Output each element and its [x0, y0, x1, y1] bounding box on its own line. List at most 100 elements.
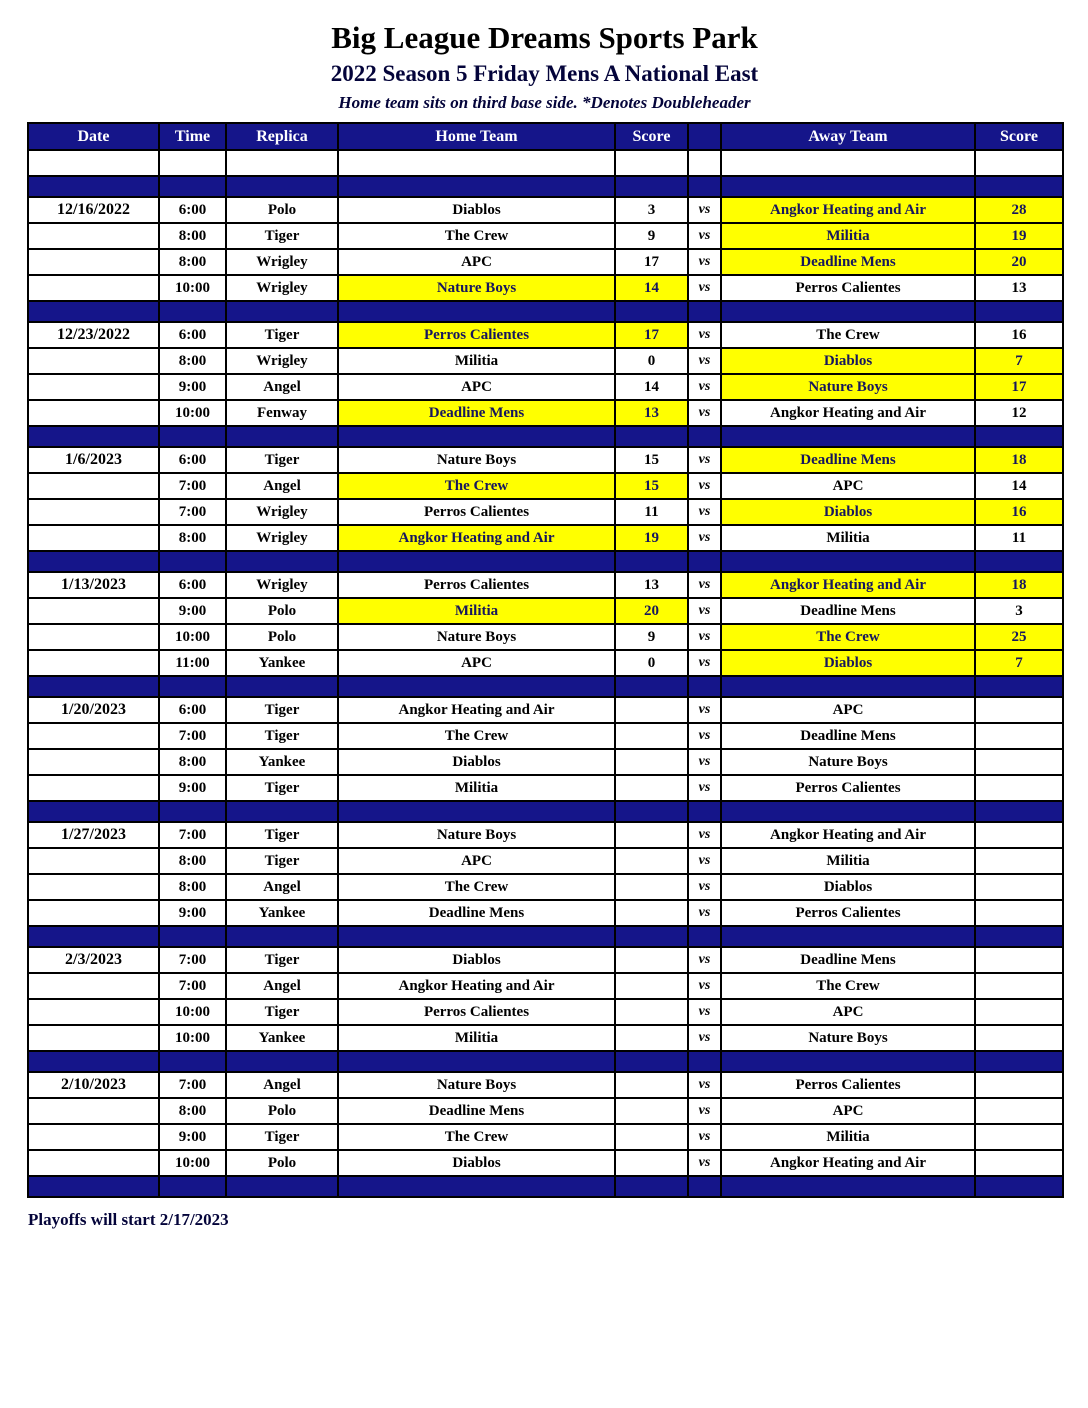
away-team-cell: Angkor Heating and Air	[720, 399, 976, 428]
home-team-cell: Deadline Mens	[337, 899, 616, 928]
separator-cell	[687, 1050, 722, 1074]
home-team-cell: Perros Calientes	[337, 998, 616, 1027]
replica-cell: Angel	[225, 373, 339, 402]
away-team-cell: Deadline Mens	[720, 722, 976, 751]
date-cell	[27, 847, 160, 876]
separator-cell	[27, 800, 160, 824]
separator-cell	[27, 675, 160, 699]
away-team-cell: Diablos	[720, 347, 976, 376]
separator-cell	[687, 800, 722, 824]
vs-cell: vs	[687, 446, 722, 475]
replica-cell: Tiger	[225, 774, 339, 803]
separator-row	[27, 175, 1064, 199]
away-score-cell	[974, 1149, 1064, 1178]
away-team-cell: Nature Boys	[720, 1024, 976, 1053]
game-row: 12/23/2022 6:00 Tiger Perros Calientes 17 vs T…	[27, 321, 1064, 350]
separator-cell	[27, 1050, 160, 1074]
vs-cell: vs	[687, 248, 722, 277]
separator-cell	[337, 550, 616, 574]
separator-row	[27, 925, 1064, 949]
replica-cell: Tiger	[225, 821, 339, 850]
away-score-cell: 18	[974, 446, 1064, 475]
replica-cell: Tiger	[225, 722, 339, 751]
game-row: 9:00 Tiger Militia vs Perros Calientes	[27, 774, 1064, 803]
away-team-cell: Nature Boys	[720, 373, 976, 402]
away-team-cell: Angkor Heating and Air	[720, 1149, 976, 1178]
separator-cell	[720, 300, 976, 324]
time-cell: 10:00	[158, 399, 227, 428]
replica-cell: Yankee	[225, 899, 339, 928]
playoffs-note: Playoffs will start 2/17/2023	[28, 1210, 229, 1230]
home-score-cell: 9	[614, 222, 689, 251]
vs-cell: vs	[687, 597, 722, 626]
home-team-cell: Nature Boys	[337, 1071, 616, 1100]
home-score-cell	[614, 1123, 689, 1152]
replica-cell: Wrigley	[225, 347, 339, 376]
replica-cell: Wrigley	[225, 524, 339, 553]
away-score-cell	[974, 696, 1064, 725]
home-team-cell: Militia	[337, 1024, 616, 1053]
separator-cell	[974, 1175, 1064, 1199]
separator-cell	[337, 425, 616, 449]
away-score-cell	[974, 748, 1064, 777]
game-row: 10:00 Polo Diablos vs Angkor Heating and Air	[27, 1149, 1064, 1178]
blank-cell	[974, 149, 1064, 178]
separator-cell	[27, 550, 160, 574]
page-title: Big League Dreams Sports Park	[331, 20, 758, 55]
blank-cell	[614, 149, 689, 178]
separator-cell	[225, 800, 339, 824]
separator-cell	[27, 175, 160, 199]
date-cell	[27, 498, 160, 527]
away-score-cell	[974, 774, 1064, 803]
separator-cell	[974, 300, 1064, 324]
time-cell: 6:00	[158, 446, 227, 475]
game-row: 2/3/2023 7:00 Tiger Diablos vs Deadline Mens	[27, 946, 1064, 975]
vs-cell: vs	[687, 722, 722, 751]
game-row: 7:00 Angel Angkor Heating and Air vs The Cre…	[27, 972, 1064, 1001]
away-score-cell	[974, 1097, 1064, 1126]
away-score-cell	[974, 722, 1064, 751]
away-team-cell: Angkor Heating and Air	[720, 571, 976, 600]
replica-cell: Angel	[225, 972, 339, 1001]
vs-cell: vs	[687, 373, 722, 402]
home-score-cell	[614, 722, 689, 751]
time-cell: 6:00	[158, 321, 227, 350]
blank-cell	[337, 149, 616, 178]
home-team-cell: The Crew	[337, 222, 616, 251]
date-cell	[27, 524, 160, 553]
game-row: 10:00 Yankee Militia vs Nature Boys	[27, 1024, 1064, 1053]
vs-cell: vs	[687, 524, 722, 553]
separator-cell	[974, 675, 1064, 699]
date-cell	[27, 1149, 160, 1178]
away-score-cell	[974, 1071, 1064, 1100]
separator-cell	[614, 1175, 689, 1199]
date-cell: 1/13/2023	[27, 571, 160, 600]
away-score-cell	[974, 899, 1064, 928]
game-row: 8:00 Wrigley Angkor Heating and Air 19 vs Mil…	[27, 524, 1064, 553]
game-row: 9:00 Yankee Deadline Mens vs Perros Caliente…	[27, 899, 1064, 928]
separator-cell	[158, 675, 227, 699]
separator-cell	[27, 1175, 160, 1199]
separator-cell	[687, 550, 722, 574]
date-cell: 1/6/2023	[27, 446, 160, 475]
separator-cell	[614, 675, 689, 699]
home-team-cell: Nature Boys	[337, 274, 616, 303]
away-score-cell	[974, 1123, 1064, 1152]
date-cell	[27, 649, 160, 678]
home-score-cell	[614, 998, 689, 1027]
home-score-cell: 11	[614, 498, 689, 527]
game-row: 1/13/2023 6:00 Wrigley Perros Calientes 13 vs…	[27, 571, 1064, 600]
away-score-cell	[974, 873, 1064, 902]
date-cell	[27, 1097, 160, 1126]
game-row: 10:00 Fenway Deadline Mens 13 vs Angkor Heati…	[27, 399, 1064, 428]
separator-cell	[974, 550, 1064, 574]
vs-cell: vs	[687, 946, 722, 975]
replica-cell: Angel	[225, 873, 339, 902]
game-row: 8:00 Wrigley Militia 0 vs Diablos 7	[27, 347, 1064, 376]
column-header-replica: Replica	[225, 122, 339, 152]
time-cell: 9:00	[158, 774, 227, 803]
blank-cell	[225, 149, 339, 178]
replica-cell: Yankee	[225, 1024, 339, 1053]
game-row: 1/6/2023 6:00 Tiger Nature Boys 15 vs Deadline…	[27, 446, 1064, 475]
date-cell	[27, 248, 160, 277]
